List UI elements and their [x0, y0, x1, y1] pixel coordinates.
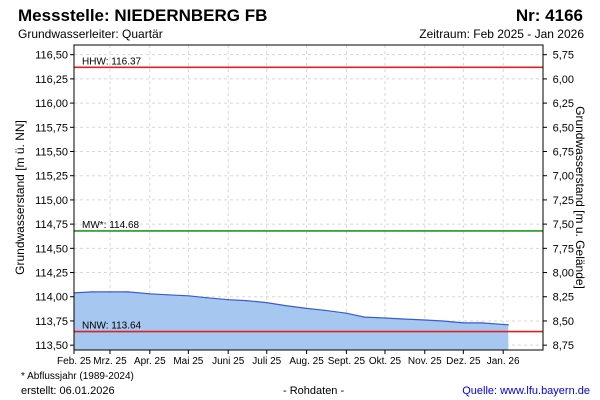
- y2-tick-label: 8,50: [553, 316, 574, 328]
- x-tick-label: Mrz. 25: [93, 356, 127, 367]
- raw-data-note: - Rohdaten -: [283, 385, 345, 397]
- y-tick-label: 114,00: [35, 292, 68, 304]
- x-tick-label: Juni 25: [212, 356, 245, 367]
- data-point: [442, 320, 444, 322]
- y-tick-label: 115,25: [35, 171, 68, 183]
- y2-tick-label: 7,00: [553, 171, 574, 183]
- hhw-label: HHW: 116.37: [82, 56, 142, 67]
- data-point: [363, 316, 365, 318]
- data-point: [284, 304, 286, 307]
- data-point: [245, 300, 247, 302]
- data-point: [480, 322, 482, 324]
- nnw-label: NNW: 113.64: [82, 321, 142, 332]
- created-date: erstellt: 06.01.2026: [21, 385, 115, 397]
- data-point: [91, 291, 93, 293]
- x-tick-label: Aug. 25: [289, 356, 324, 367]
- x-tick-label: Apr. 25: [134, 356, 166, 367]
- data-point: [109, 291, 111, 293]
- data-point: [323, 309, 326, 311]
- x-tick-label: Mai 25: [173, 356, 203, 367]
- chart-title: Messstelle: NIEDERNBERG FB: [18, 6, 268, 25]
- y-tick-label: 116,50: [35, 50, 68, 62]
- data-point: [187, 295, 189, 297]
- x-tick-label: Sept. 25: [328, 356, 366, 367]
- y2-tick-label: 7,25: [553, 195, 574, 207]
- y-tick-label: 116,25: [35, 74, 68, 86]
- aquifer-label: Grundwasserleiter: Quartär: [18, 27, 163, 41]
- y2-tick-label: 7,75: [553, 243, 574, 255]
- x-tick-label: Nov. 25: [408, 356, 442, 367]
- y-tick-label: 114,50: [35, 243, 68, 255]
- y-tick-label: 113,50: [35, 340, 68, 352]
- y2-tick-label: 8,25: [553, 292, 574, 304]
- y2-tick-label: 6,75: [553, 147, 574, 159]
- data-point: [227, 299, 229, 301]
- y2-tick-label: 5,75: [553, 50, 574, 62]
- source-link[interactable]: Quelle: www.lfu.bayern.de: [462, 385, 590, 397]
- data-point: [462, 322, 464, 324]
- y2-tick-label: 6,25: [553, 98, 574, 110]
- y-tick-label: 115,75: [35, 122, 68, 134]
- y-tick-label: 115,50: [35, 147, 68, 159]
- data-point: [266, 301, 268, 304]
- period-label: Zeitraum: Feb 2025 - Jan 2026: [419, 27, 584, 41]
- x-tick-label: Juli 25: [252, 356, 281, 367]
- y2-tick-label: 6,50: [553, 122, 574, 134]
- data-point: [507, 324, 509, 326]
- y-tick-label: 113,75: [35, 316, 68, 328]
- y-axis-title: Grundwasserstand [m ü. NN]: [13, 120, 27, 275]
- mw-label: MW*: 114.68: [82, 220, 139, 231]
- groundwater-area: [74, 291, 509, 350]
- x-tick-label: Feb. 25: [57, 356, 91, 367]
- footnote: * Abflussjahr (1989-2024): [21, 371, 134, 382]
- data-point: [305, 307, 308, 309]
- y-tick-label: 114,25: [35, 268, 68, 280]
- data-point: [384, 317, 386, 319]
- y2-tick-label: 7,50: [553, 219, 574, 231]
- y2-tick-label: 8,00: [553, 268, 574, 280]
- plot-frame: [73, 44, 544, 351]
- data-point: [424, 319, 426, 321]
- x-tick-label: Jan. 26: [487, 356, 520, 367]
- y2-axis-title: Grundwasserstand [m u. Gelände]: [573, 106, 587, 289]
- y2-tick-label: 6,00: [553, 74, 574, 86]
- y-tick-label: 116,00: [35, 98, 68, 110]
- x-tick-label: Dez. 25: [446, 356, 481, 367]
- data-point: [127, 291, 129, 293]
- y-tick-label: 114,75: [35, 219, 68, 231]
- data-point: [149, 293, 151, 295]
- data-point: [205, 297, 207, 299]
- y-tick-label: 115,00: [35, 195, 68, 207]
- x-tick-label: Okt. 25: [369, 356, 402, 367]
- station-number: Nr: 4166: [515, 6, 583, 25]
- data-point: [402, 318, 404, 320]
- data-point: [167, 294, 169, 296]
- y2-tick-label: 8,75: [553, 340, 574, 352]
- data-point: [345, 312, 348, 314]
